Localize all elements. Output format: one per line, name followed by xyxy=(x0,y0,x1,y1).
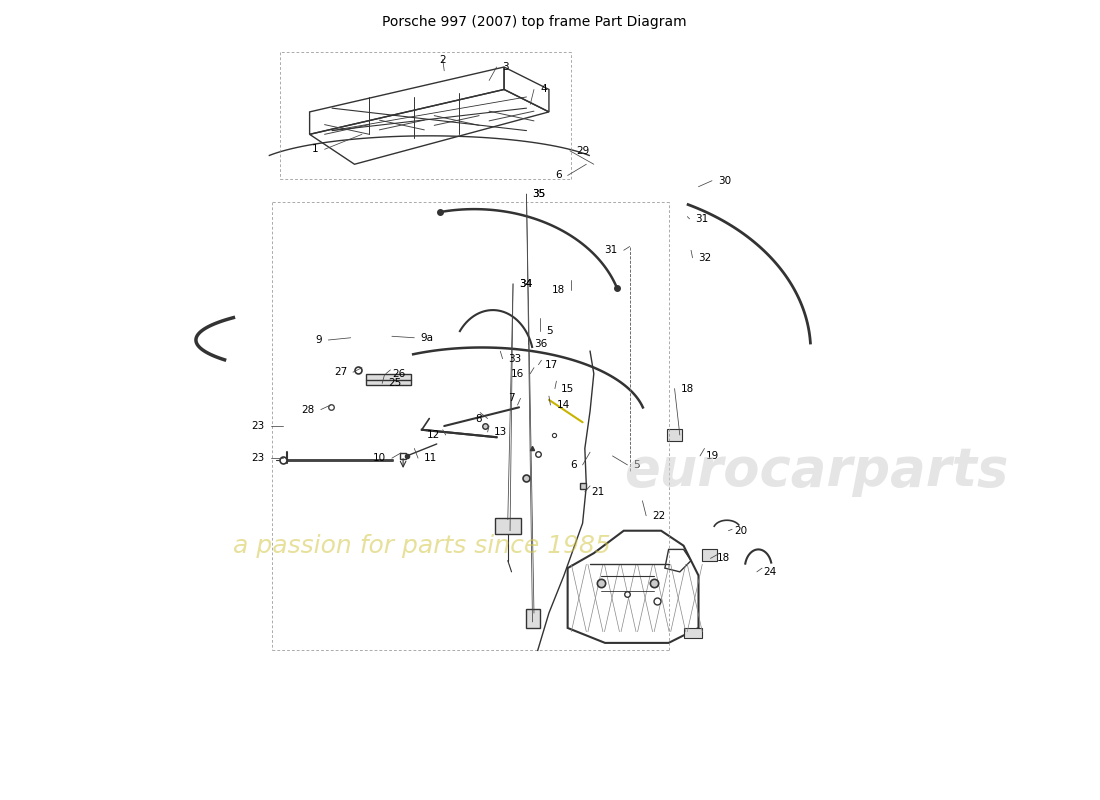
Text: 12: 12 xyxy=(427,430,440,440)
Text: 7: 7 xyxy=(508,394,515,403)
Text: 18: 18 xyxy=(716,554,729,563)
Text: 21: 21 xyxy=(591,487,604,497)
Text: 35: 35 xyxy=(532,189,546,199)
Bar xyxy=(495,518,521,534)
Text: 30: 30 xyxy=(718,176,732,186)
Text: 9a: 9a xyxy=(420,333,433,342)
Text: 35: 35 xyxy=(532,189,546,199)
Text: eurocarparts: eurocarparts xyxy=(624,445,1008,497)
Text: 8: 8 xyxy=(475,414,482,423)
Text: 4: 4 xyxy=(540,85,547,94)
Bar xyxy=(683,628,702,638)
Text: 27: 27 xyxy=(333,367,346,377)
Text: 29: 29 xyxy=(576,146,590,156)
Text: 32: 32 xyxy=(698,253,712,262)
Text: 1: 1 xyxy=(312,144,319,154)
Title: Porsche 997 (2007) top frame Part Diagram: Porsche 997 (2007) top frame Part Diagra… xyxy=(382,15,686,29)
Bar xyxy=(702,550,717,562)
Text: 33: 33 xyxy=(508,354,521,364)
Text: 2: 2 xyxy=(439,54,446,65)
Text: 18: 18 xyxy=(681,384,694,394)
Text: 31: 31 xyxy=(695,214,708,224)
Text: 28: 28 xyxy=(301,405,315,414)
Text: 26: 26 xyxy=(392,369,405,378)
Text: 18: 18 xyxy=(552,285,565,295)
Bar xyxy=(527,610,540,628)
Text: 10: 10 xyxy=(373,453,386,463)
Text: 36: 36 xyxy=(534,338,547,349)
Text: 23: 23 xyxy=(252,421,265,431)
Text: 17: 17 xyxy=(544,360,558,370)
Text: 3: 3 xyxy=(503,62,509,72)
Text: 9: 9 xyxy=(316,335,322,345)
Text: 16: 16 xyxy=(512,369,525,378)
Text: 20: 20 xyxy=(735,526,748,536)
Text: a passion for parts since 1985: a passion for parts since 1985 xyxy=(233,534,610,558)
Text: 23: 23 xyxy=(252,453,265,463)
Text: 5: 5 xyxy=(546,326,552,336)
Text: 11: 11 xyxy=(424,453,438,463)
Text: 34: 34 xyxy=(519,279,532,289)
Text: 31: 31 xyxy=(605,246,618,255)
Bar xyxy=(667,429,682,441)
Text: 5: 5 xyxy=(634,460,640,470)
Bar xyxy=(365,374,410,385)
Text: 6: 6 xyxy=(570,460,576,470)
Text: 13: 13 xyxy=(494,427,507,437)
Text: 34: 34 xyxy=(519,279,532,289)
Text: 15: 15 xyxy=(561,384,574,394)
Text: 22: 22 xyxy=(652,510,666,521)
Text: 19: 19 xyxy=(706,451,719,461)
Text: 14: 14 xyxy=(557,400,570,410)
Text: 24: 24 xyxy=(762,567,777,577)
Text: 25: 25 xyxy=(388,378,401,388)
Text: 6: 6 xyxy=(556,170,562,181)
